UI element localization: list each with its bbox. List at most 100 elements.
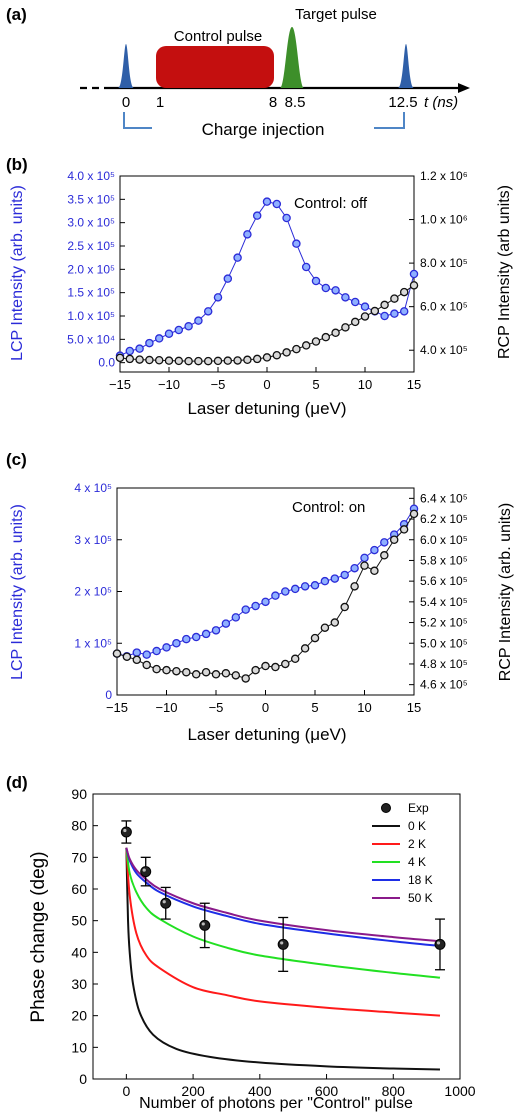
y-tick-label: 30 [71,976,87,992]
data-point [221,669,231,678]
data-point [162,643,171,652]
panel-b-annotation-text: Control: off [294,195,368,212]
data-point [272,350,282,360]
data-point [300,644,310,653]
y-tick-label: 2.5 x 10⁵ [67,239,115,253]
data-point [174,356,184,366]
data-point [390,294,399,303]
data-point [184,322,193,331]
data-point [142,660,151,670]
data-point [321,283,331,293]
panel-a-label: (a) [6,5,27,24]
data-point [201,667,211,677]
y-right-tick-label: 5.6 x 10⁵ [420,574,468,588]
exp-data-point [277,938,289,950]
y-right-tick-label: 5.8 x 10⁵ [420,553,468,567]
data-point [221,619,231,628]
y-tick-label: 3.0 x 10⁵ [67,216,115,230]
data-point [350,563,359,573]
y-right-tick-label: 6.0 x 10⁵ [420,300,468,314]
exp-data-point-highlight [162,900,166,904]
data-point [174,325,184,335]
data-point [301,341,311,350]
data-point [252,354,262,364]
data-point [191,632,201,642]
data-point [380,311,389,321]
y-right-tick-label: 1.2 x 10⁶ [420,169,468,183]
charge-pulse-0 [118,44,134,88]
panel-b-x-ticks: −15 −10 −5 0 5 10 15 [109,367,421,392]
data-point [251,665,260,675]
data-point [145,355,154,365]
x-tick-label: 1000 [444,1083,475,1099]
panel-d-y-ticks: 0 10 20 30 40 50 60 70 80 90 [71,786,98,1087]
data-point [350,297,360,307]
panel-d-marks [120,820,446,1071]
data-point [154,334,164,343]
y-tick-label: 2.0 x 10⁵ [67,262,115,276]
y-tick-label: 0.0 [98,356,115,370]
data-point [194,356,203,366]
data-point [301,262,311,272]
data-point [203,307,213,316]
data-point [370,566,379,576]
x-tick-label: 0 [122,1083,130,1099]
x-tick-label: 5 [312,377,319,392]
panel-d-xlabel: Number of photons per "Control" pulse [139,1095,413,1112]
y-right-tick-label: 1.0 x 10⁶ [420,213,468,227]
data-point [350,582,359,591]
x-tick-label: 0 [263,377,270,392]
x-tick-label: 5 [311,700,318,715]
charge-injection-label: Charge injection [202,120,325,139]
x-tick-label: 200 [181,1083,205,1099]
data-point [271,591,280,600]
panel-a-axis-arrow [458,83,470,93]
x-tick-label: −10 [158,377,180,392]
data-point [115,353,125,363]
panel-b-label: (b) [6,155,28,174]
data-point [164,356,174,365]
panel-b-ylabel: LCP Intensity (arb. units) [9,185,26,361]
data-point [282,213,291,223]
y-tick-label: 80 [71,818,87,834]
data-point [380,551,389,560]
panel-c-annotation-text: Control: on [292,499,365,516]
data-point [252,211,262,220]
data-point [223,356,233,365]
data-point [262,353,272,362]
data-point [152,664,161,674]
data-point [341,293,350,302]
data-point [162,665,171,675]
data-point [243,230,252,239]
panel-c-marks [112,504,419,683]
control-pulse [156,46,274,88]
exp-data-point [120,826,132,838]
panel-c-xlabel: Laser detuning (μeV) [187,725,346,744]
model-curve-4k [125,847,441,979]
panel-b-annotation: Control: off [294,195,368,212]
model-curve-2k [125,847,441,1017]
panel-c-ylabel-right: RCP Intensity (arb. units) [497,503,514,681]
exp-data-point-highlight [123,828,127,833]
y-tick-label: 20 [71,1008,87,1024]
data-point [132,648,142,657]
y-tick-label: 40 [71,944,87,960]
data-point [311,276,321,286]
exp-data-point [434,938,446,950]
data-point [380,538,389,547]
target-pulse-label: Target pulse [295,6,377,23]
x-tick-label: 15 [407,377,421,392]
panel-c-y-ticks: 0 1 x 10⁵ 2 x 10⁵ 3 x 10⁵ 4 x 10⁵ [74,481,122,702]
data-point [261,661,270,671]
data-point [125,354,135,364]
data-point [281,587,290,596]
data-point [112,649,122,658]
y-right-tick-label: 4.6 x 10⁵ [420,678,468,692]
x-tick-label: −15 [106,700,128,715]
panel-c-y-ticks-right: 4.6 x 10⁵ 4.8 x 10⁵ 5.0 x 10⁵ 5.2 x 10⁵ 5.4 … [409,491,468,692]
data-point [360,561,369,570]
data-point [320,623,330,632]
y-tick-label: 1.0 x 10⁵ [67,309,115,323]
data-point [272,199,282,209]
